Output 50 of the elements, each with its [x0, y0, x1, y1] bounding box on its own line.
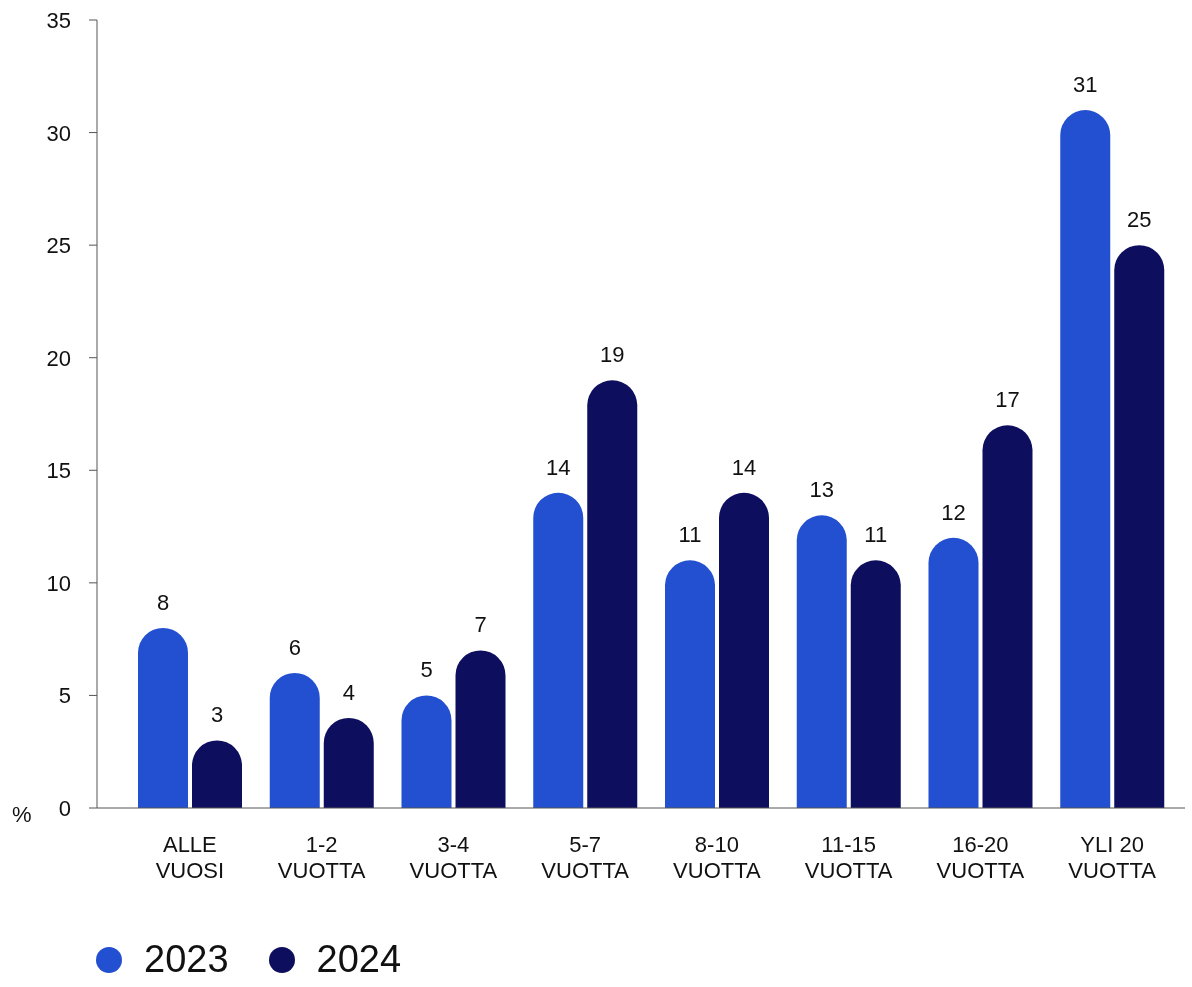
bar: [587, 380, 638, 808]
bar: [269, 672, 320, 808]
data-label: 19: [600, 342, 625, 368]
x-tick-label: ALLE VUOSI: [155, 832, 225, 883]
bar: [982, 425, 1033, 808]
bar: [850, 560, 901, 808]
y-tick-label: 0: [58, 796, 71, 821]
data-label: 7: [474, 612, 487, 638]
legend-label: 2023: [144, 938, 229, 981]
data-label: 11: [864, 522, 888, 548]
data-label: 13: [809, 477, 834, 503]
bar: [1060, 110, 1111, 808]
data-label: 4: [342, 679, 355, 705]
data-label: 14: [731, 454, 757, 480]
bar: [928, 537, 979, 808]
x-tick-label: 1-2 VUOTTA: [277, 832, 366, 883]
bar: [323, 717, 374, 808]
data-label: 5: [420, 657, 433, 683]
bar: [665, 560, 715, 808]
data-label: 6: [288, 634, 301, 660]
data-label: 11: [678, 522, 702, 548]
x-tick-label: 3-4 VUOTTA: [409, 832, 498, 883]
data-label: 17: [995, 387, 1020, 413]
data-label: 12: [941, 499, 966, 525]
y-tick-label: 25: [46, 233, 71, 259]
bar: [533, 492, 584, 808]
bar: [719, 492, 769, 808]
data-label: 3: [210, 702, 224, 728]
bar: [1114, 245, 1165, 808]
x-tick-label: 8-10 VUOTTA: [673, 832, 761, 883]
y-tick-label: 10: [46, 570, 71, 596]
bar: [796, 515, 847, 808]
y-tick-label: 20: [46, 345, 71, 371]
x-tick-label: 11-15 VUOTTA: [804, 832, 893, 883]
y-tick-label: 5: [58, 683, 71, 709]
y-tick-label: 35: [46, 8, 71, 33]
x-tick-label: 16-20 VUOTTA: [936, 832, 1025, 883]
data-label: 31: [1073, 72, 1098, 98]
data-label: 8: [156, 589, 170, 615]
data-label: 14: [546, 454, 571, 480]
data-label: 25: [1127, 207, 1152, 233]
bar: [455, 650, 506, 808]
bar: [138, 627, 188, 808]
legend-label: 2024: [316, 938, 402, 981]
x-tick-label: 5-7 VUOTTA: [541, 832, 630, 883]
bar: [401, 695, 452, 808]
y-axis-title: %: [12, 802, 32, 827]
y-tick-label: 30: [46, 120, 71, 146]
x-tick-label: YLI 20 VUOTTA: [1068, 832, 1157, 883]
y-tick-label: 15: [46, 458, 71, 484]
